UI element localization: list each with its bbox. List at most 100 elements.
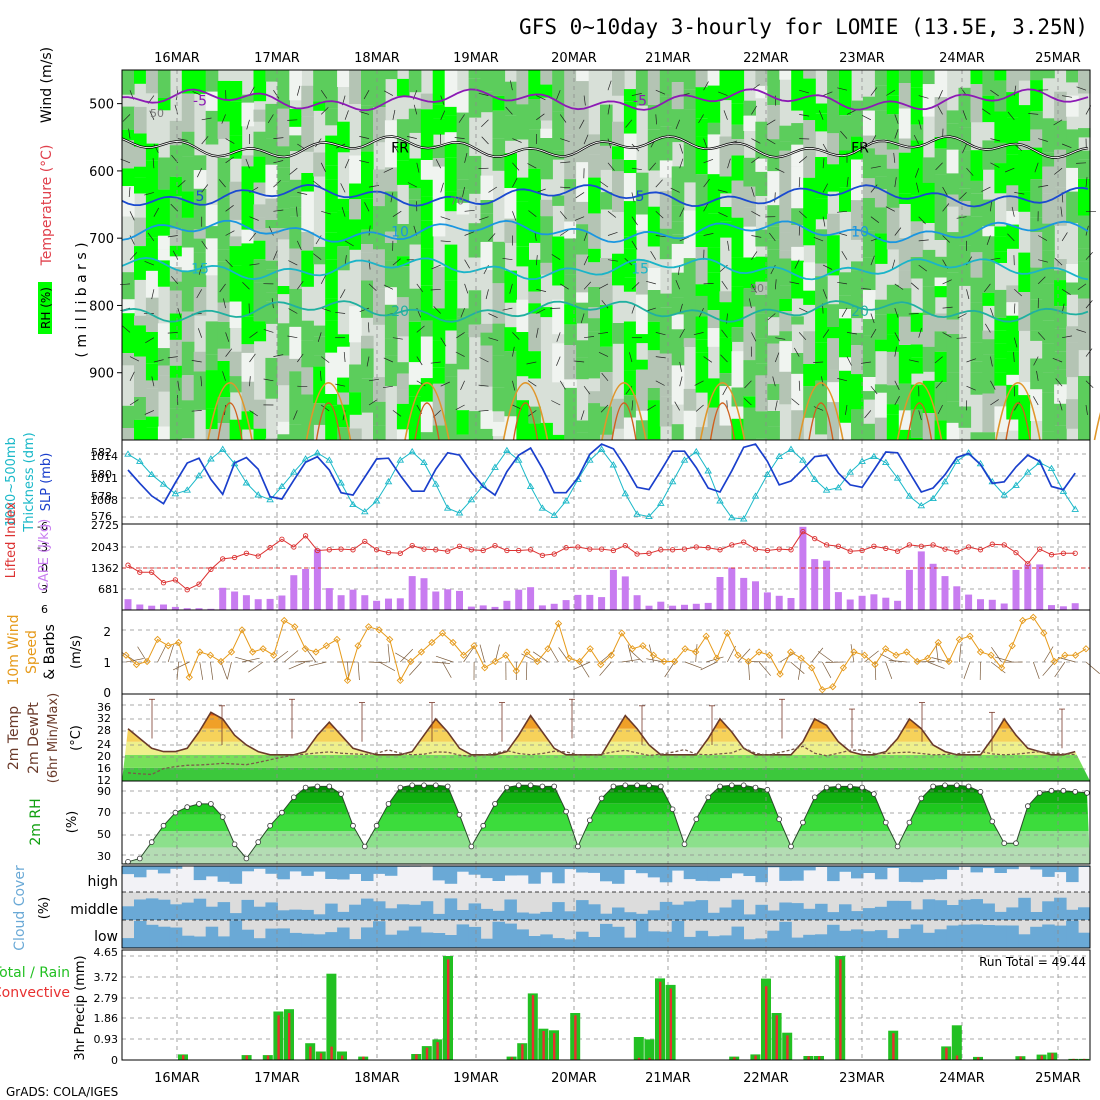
rh-cell	[910, 357, 924, 374]
cloud-bar	[958, 899, 971, 920]
rh-cell	[635, 259, 649, 295]
rh-cell	[767, 426, 780, 440]
wind-barb	[966, 358, 977, 363]
rh-cell	[588, 213, 601, 249]
cape-bar	[917, 551, 925, 610]
warm-contour	[207, 382, 253, 441]
cloud-bar	[588, 904, 601, 920]
thickness-marker	[159, 480, 168, 487]
wind-barb	[341, 206, 346, 217]
wind-barb	[478, 216, 489, 221]
wind-speed-marker	[122, 651, 130, 659]
rh-cell	[122, 428, 135, 440]
rh-cell	[265, 292, 278, 302]
rh-cell	[480, 410, 494, 429]
rh-cell	[396, 362, 410, 374]
cape-bar	[444, 589, 452, 610]
rh-cell	[540, 97, 553, 121]
rh-cell	[396, 78, 410, 97]
precip-convective-bar	[637, 1057, 641, 1060]
cape-bar	[858, 595, 866, 610]
wind-barb	[442, 661, 452, 678]
date-label: 16MAR	[154, 51, 200, 66]
date-label: 25MAR	[1035, 51, 1081, 66]
rh-cell	[659, 396, 673, 427]
cloud-bar	[862, 931, 876, 948]
rh-cell	[217, 261, 231, 303]
rh-cell	[253, 428, 267, 440]
rh-cell	[970, 252, 984, 278]
thickness-marker	[964, 449, 973, 456]
rh-cell	[277, 421, 290, 435]
cape-bar	[574, 594, 582, 610]
rh-cell	[576, 70, 589, 82]
cloud-bar	[910, 866, 924, 883]
cloud-bar	[432, 933, 446, 948]
wind-barb	[505, 106, 513, 115]
rh-cell	[994, 163, 1007, 194]
wind-barb	[171, 276, 179, 285]
rh-cell	[898, 410, 912, 430]
precip-total-bar	[633, 1037, 644, 1060]
rh-cell	[623, 226, 637, 237]
rh-cell	[325, 352, 338, 394]
wind-barb	[267, 114, 274, 124]
wind-barb	[222, 371, 226, 381]
rh-cell	[1030, 147, 1043, 180]
cloud-bar	[420, 932, 434, 948]
wind-barb	[339, 289, 346, 299]
cloud-bar	[492, 910, 505, 920]
rh-cell	[695, 316, 709, 340]
rh-cell	[851, 261, 864, 271]
cloud-bar	[731, 866, 744, 874]
cape-bar	[1048, 605, 1055, 610]
wind-barb	[894, 227, 902, 236]
cape-bar	[728, 567, 736, 610]
rh-cell	[181, 438, 195, 440]
cape-bar	[479, 605, 487, 610]
rh-cell	[432, 158, 446, 167]
cloud-bar	[384, 866, 398, 876]
rh-marker	[1036, 790, 1043, 796]
rh-cell	[647, 268, 661, 290]
lifted-marker	[137, 569, 143, 575]
rh-cell	[707, 310, 721, 329]
wind-barb	[485, 289, 489, 300]
cloud-bar	[361, 898, 374, 920]
cloud-bar	[361, 927, 374, 948]
thickness-marker	[1071, 505, 1079, 512]
rh-cell	[1030, 129, 1043, 148]
cape-bar	[171, 606, 179, 610]
wind-barb	[927, 661, 945, 669]
wind-barb	[249, 353, 256, 363]
rh-cell	[934, 286, 948, 298]
wind-barb	[177, 380, 180, 391]
rh-marker	[610, 783, 617, 790]
cloud-bar	[982, 925, 995, 948]
rh-cell	[767, 171, 780, 206]
thickness-label-a: 1000~500mb	[4, 437, 19, 527]
wind-barb	[416, 283, 424, 293]
wind-speed-marker	[702, 632, 710, 640]
rh-cell	[217, 361, 231, 398]
cloud-bar	[791, 937, 804, 948]
wind-barb	[799, 114, 810, 117]
rh-cell	[671, 109, 685, 143]
wind-speed-marker	[649, 651, 658, 659]
wind-barb	[918, 410, 922, 421]
rh-cell	[432, 425, 446, 440]
rh-cell	[659, 126, 673, 161]
cloud-bar	[719, 935, 732, 948]
rh-cell	[958, 201, 972, 216]
rh-cell	[827, 70, 840, 100]
wind-barb	[460, 380, 465, 391]
wind-barb	[319, 370, 322, 381]
rh-cell	[731, 217, 745, 258]
y-tick-label: 2.79	[94, 992, 119, 1005]
rh-cell	[420, 160, 434, 180]
rh-cell	[265, 103, 278, 139]
rh-cell	[265, 260, 278, 270]
wind-barb	[966, 289, 970, 300]
wind-barb	[392, 109, 396, 120]
